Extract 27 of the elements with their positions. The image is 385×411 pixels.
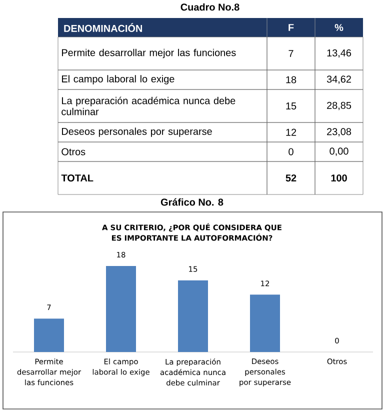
text: % (334, 24, 344, 31)
text: Otros (62, 148, 86, 156)
text: 12 (286, 128, 296, 136)
text: 52 (286, 174, 296, 182)
text: El campo laboral lo exige (62, 75, 174, 84)
text: 18 (286, 76, 296, 84)
text: Cuadro No.8 (180, 3, 240, 11)
text: 15 (286, 102, 296, 110)
text: 13,46 (327, 49, 352, 58)
text: TOTAL (61, 174, 94, 182)
bar (250, 294, 280, 352)
text: 34,62 (326, 76, 351, 84)
text: Permite desarrollar mejor las funciones (62, 48, 236, 58)
bar (34, 318, 64, 352)
text: 0 (288, 148, 294, 156)
text: La preparación académica nunca debe culminar (62, 96, 236, 116)
text: Gráfico No. 8 (160, 198, 224, 206)
text: Deseos personales por superarse (62, 128, 212, 137)
text: 100 (331, 174, 347, 182)
text: 23,08 (327, 128, 352, 136)
bar (106, 266, 136, 352)
text: F (288, 24, 294, 31)
text: 7 (288, 50, 294, 57)
text: 0,00 (330, 148, 348, 156)
text: DENOMINACIÓN (64, 23, 142, 32)
bar (178, 280, 208, 352)
text: 28,85 (327, 102, 352, 110)
